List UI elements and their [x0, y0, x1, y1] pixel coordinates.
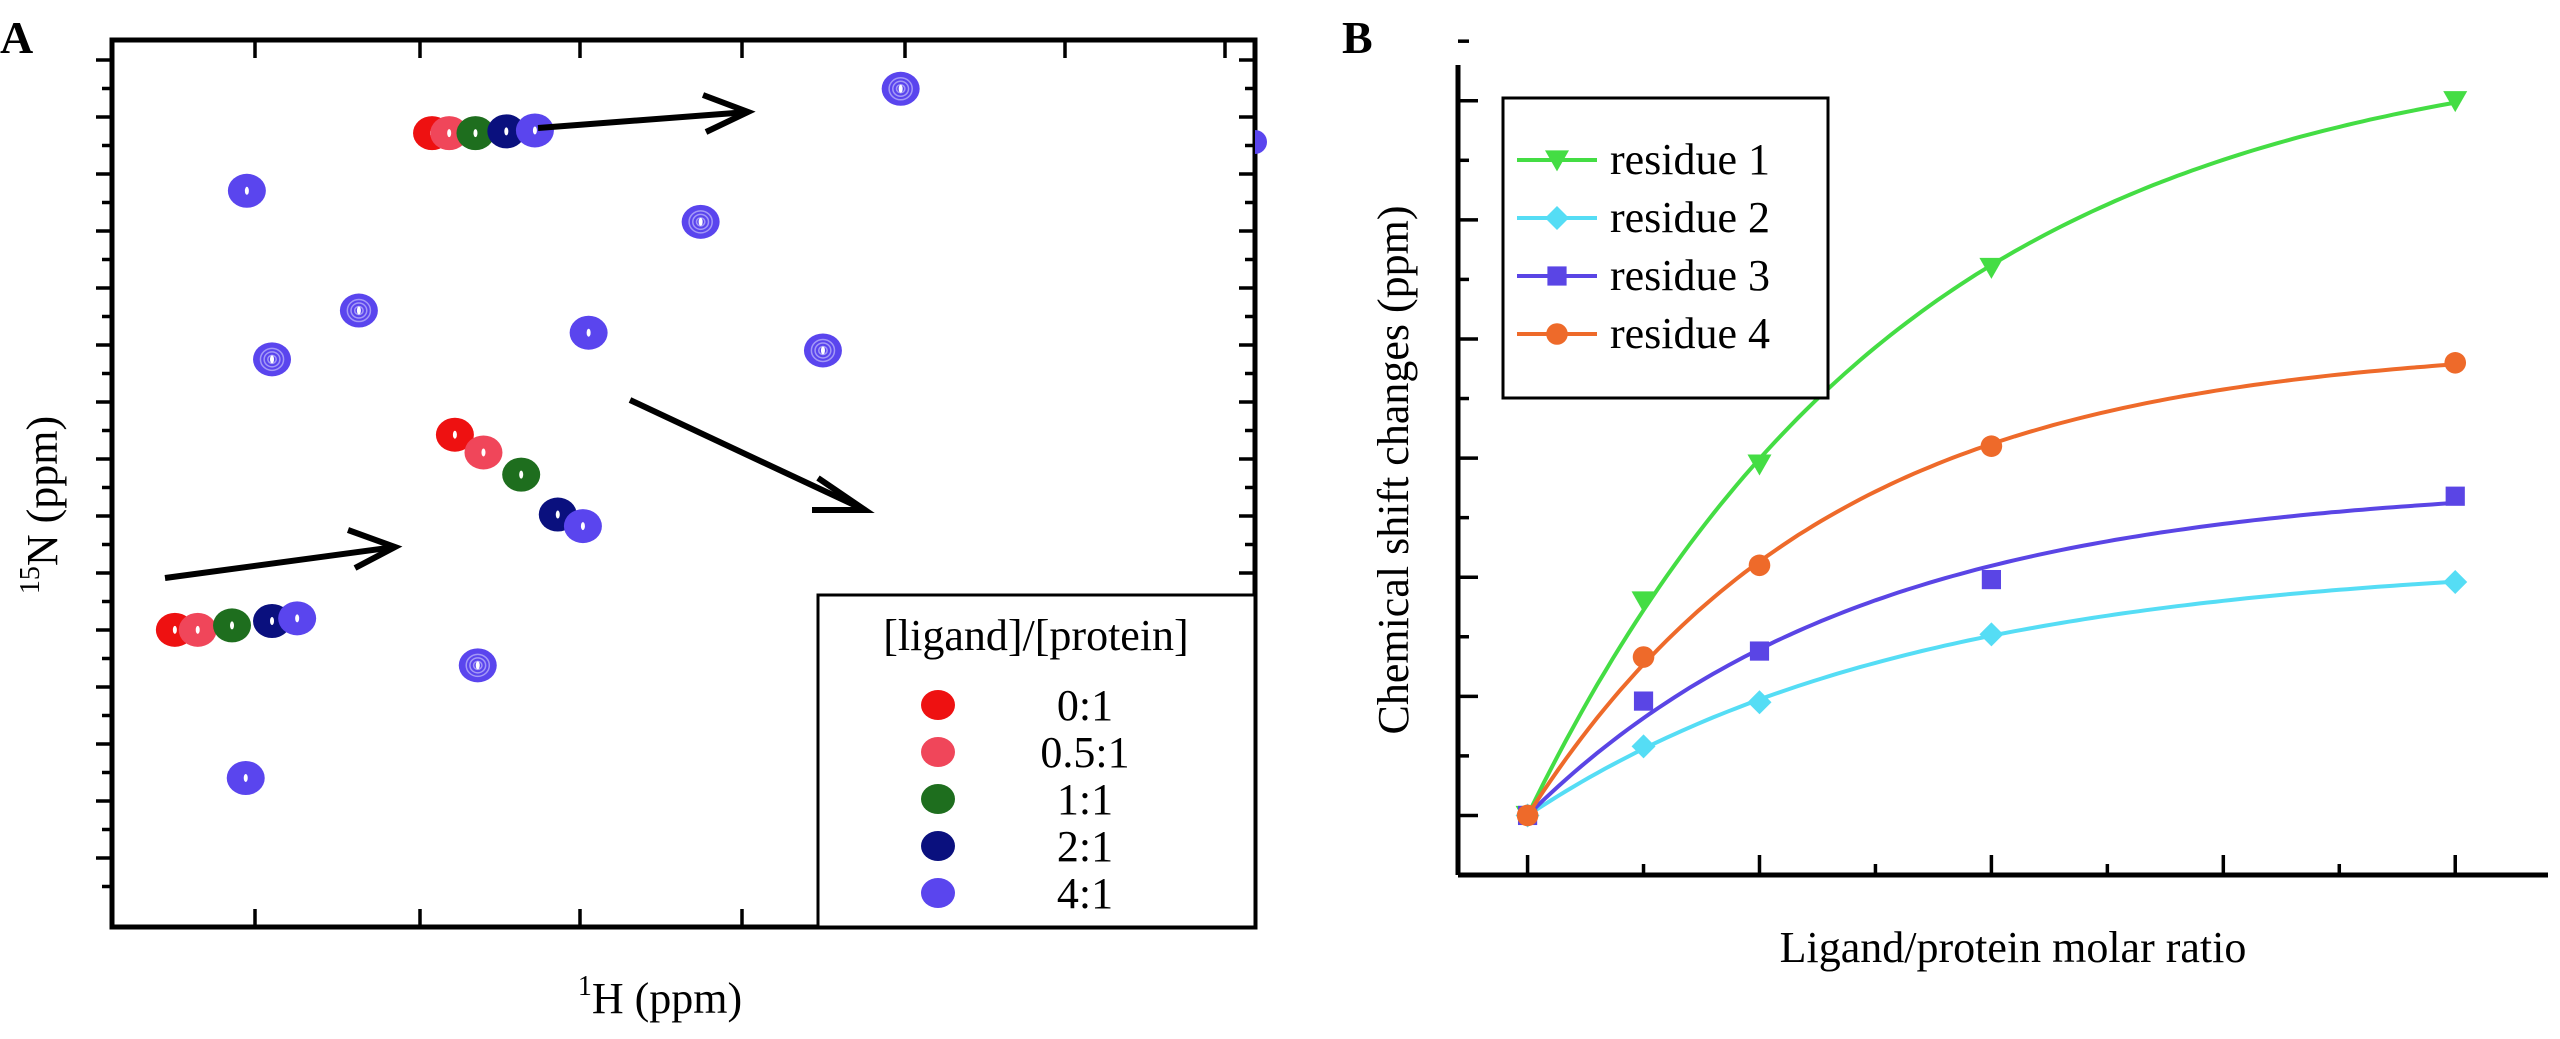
- peak-track-3-3: [502, 457, 541, 492]
- series-line: [1526, 501, 2456, 817]
- data-point: [1981, 569, 2002, 590]
- series-3: [1517, 486, 2465, 826]
- panel-a-legend: [ligand]/[protein] 0:10.5:11:12:14:1: [816, 593, 1257, 929]
- peak-track-1-2: [178, 612, 217, 647]
- panel-b-series: [1515, 91, 2468, 828]
- legend-label: 0:1: [1057, 681, 1113, 730]
- data-point: [2444, 351, 2467, 374]
- data-point: [1980, 435, 2003, 457]
- legend-swatch: [921, 737, 955, 767]
- panel-a-ylabel-text: N (ppm): [18, 416, 67, 566]
- legend-marker: [1545, 150, 1569, 172]
- legend-title: [ligand]/[protein]: [883, 611, 1188, 660]
- panel-b-ylabel: Chemical shift changes (ppm): [1369, 205, 1418, 734]
- arrow-track-3: [628, 397, 875, 513]
- peak-track-3-1: [435, 417, 474, 452]
- legend-label: 4:1: [1057, 869, 1113, 918]
- legend-label: residue 2: [1610, 193, 1770, 242]
- legend-label: residue 4: [1610, 309, 1770, 358]
- panel-b-xlabel: Ligand/protein molar ratio: [1780, 923, 2247, 972]
- legend-label: residue 3: [1610, 251, 1770, 300]
- series-line: [1526, 579, 2456, 818]
- legend-entry-4: residue 4: [1517, 309, 1770, 358]
- data-point: [2445, 486, 2465, 506]
- peak-unperturbed: [339, 293, 378, 328]
- legend-entry-2: residue 2: [1517, 193, 1770, 242]
- legend-marker: [1547, 266, 1567, 286]
- peak-unperturbed: [253, 342, 292, 377]
- panel-b-legend: residue 1 residue 2 residue 3 residue 4: [1501, 96, 1830, 400]
- peak-track-3-2: [464, 435, 503, 470]
- legend-label: 2:1: [1057, 822, 1113, 871]
- legend-entry-3: residue 3: [1517, 251, 1770, 300]
- peak-unperturbed: [803, 333, 842, 368]
- data-point: [2443, 91, 2468, 113]
- peak-track-2-4: [487, 114, 526, 149]
- titration-arrows: [164, 92, 875, 581]
- series-2: [1515, 569, 2468, 828]
- legend-entry-1: residue 1: [1517, 135, 1770, 184]
- legend-box: [816, 593, 1257, 929]
- legend-swatch: [921, 690, 955, 720]
- panel-b-label: B: [1342, 12, 1373, 63]
- legend-swatch: [921, 878, 955, 908]
- legend-label: residue 1: [1610, 135, 1770, 184]
- panel-a: A [ligand]/[protein] 0:10.5:11:12:14:1: [0, 12, 1267, 1023]
- peak-track-1-5: [278, 601, 317, 636]
- data-point: [1747, 690, 1772, 715]
- data-point: [1979, 622, 2004, 647]
- peak-unperturbed: [881, 71, 920, 106]
- peak-track-1-3: [213, 608, 252, 643]
- legend-swatch: [921, 831, 955, 861]
- panel-a-ylabel: 15N (ppm): [15, 416, 67, 594]
- peak-track-2-5: [515, 113, 554, 148]
- panel-a-peaks: [155, 71, 1267, 795]
- peak-track-2-3: [456, 116, 495, 151]
- legend-marker: [1546, 323, 1568, 345]
- peak-unperturbed: [569, 315, 608, 350]
- data-point: [1748, 554, 1771, 577]
- peak-track-3-5: [563, 509, 602, 544]
- data-point: [1632, 646, 1655, 668]
- peak-edge: [1255, 130, 1267, 154]
- panel-b: B residue 1 residue 2 residue 3 residue 4 L…: [1342, 12, 2548, 972]
- arrow-track-2: [537, 92, 756, 135]
- panel-a-label: A: [0, 12, 33, 63]
- peak-track-2-2: [430, 116, 469, 151]
- legend-label: 1:1: [1057, 775, 1113, 824]
- data-point: [1516, 804, 1539, 827]
- panel-a-xlabel: 1H (ppm): [578, 971, 742, 1023]
- legend-box-b: [1501, 96, 1830, 400]
- legend-label: 0.5:1: [1040, 728, 1129, 777]
- data-point: [1633, 691, 1654, 711]
- data-point: [1631, 591, 1656, 613]
- panel-a-frame: [109, 37, 1258, 930]
- panel-b-axes: [1455, 39, 2548, 878]
- legend-marker: [1545, 206, 1569, 230]
- data-point: [1631, 734, 1656, 759]
- peak-unperturbed: [681, 204, 720, 239]
- panel-a-xlabel-text: H (ppm): [592, 974, 742, 1023]
- data-point: [1749, 641, 1770, 661]
- data-point: [1747, 454, 1772, 476]
- arrow-track-1: [164, 527, 403, 581]
- panel-a-ylabel-sup: 15: [15, 566, 46, 594]
- peak-unperturbed: [226, 760, 265, 795]
- series-4: [1516, 351, 2467, 827]
- peak-unperturbed: [458, 648, 497, 683]
- data-point: [1979, 257, 2004, 279]
- data-point: [2443, 569, 2468, 594]
- peak-unperturbed: [227, 173, 266, 208]
- panel-a-xlabel-sup: 1: [578, 971, 592, 1002]
- legend-swatch: [921, 784, 955, 814]
